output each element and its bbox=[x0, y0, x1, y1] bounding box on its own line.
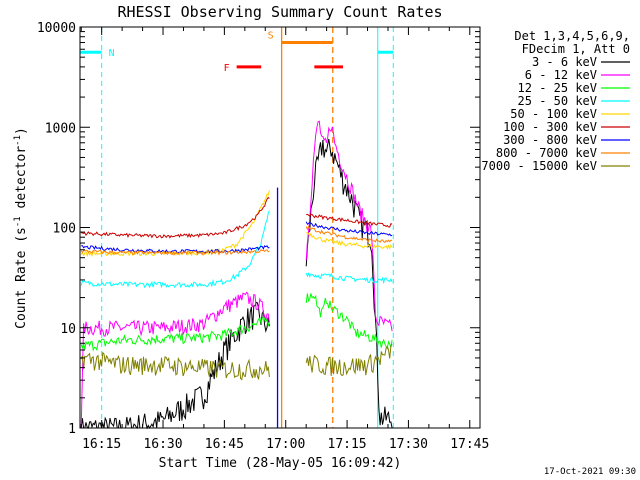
series-line-post bbox=[305, 221, 393, 237]
legend-label: 3 - 6 keV bbox=[532, 55, 597, 69]
y-axis-label-mid: detector bbox=[14, 146, 29, 217]
legend-label: 100 - 300 keV bbox=[503, 120, 597, 134]
y-axis-label-sup-2: -1 bbox=[13, 135, 23, 146]
x-tick-label: 17:15 bbox=[328, 437, 367, 452]
x-tick-label: 17:00 bbox=[266, 437, 305, 452]
series-line-post bbox=[305, 344, 393, 377]
series-line-post bbox=[305, 225, 393, 244]
series-line-pre bbox=[80, 190, 270, 258]
x-tick-label: 16:45 bbox=[205, 437, 244, 452]
series-line-pre bbox=[80, 249, 270, 256]
y-axis: 1 10 100 1000 10000 bbox=[37, 21, 480, 437]
night-label: N bbox=[109, 48, 115, 59]
y-tick-label: 10000 bbox=[37, 21, 76, 36]
footer-timestamp: 17-Oct-2021 09:30 bbox=[544, 467, 636, 477]
legend-label: 50 - 100 keV bbox=[510, 107, 597, 121]
x-tick-label: 17:30 bbox=[389, 437, 428, 452]
legend-header-line-2: FDecim 1, Att 0 bbox=[522, 42, 630, 56]
series-lines bbox=[80, 120, 393, 430]
legend-label: 7000 - 15000 keV bbox=[481, 159, 597, 173]
y-tick-label: 100 bbox=[53, 222, 76, 237]
plot-area: N S F bbox=[79, 26, 481, 430]
y-axis-label-main: Count Rate (s bbox=[14, 227, 29, 329]
series-line-pre bbox=[81, 245, 270, 254]
chart-title: RHESSI Observing Summary Count Rates bbox=[117, 3, 442, 21]
series-line-pre bbox=[80, 291, 270, 429]
series-line-post bbox=[305, 293, 393, 350]
legend-label: 300 - 800 keV bbox=[503, 133, 597, 147]
legend-label: 6 - 12 keV bbox=[525, 68, 597, 82]
x-tick-label: 17:45 bbox=[450, 437, 489, 452]
x-tick-label: 16:30 bbox=[143, 437, 182, 452]
y-axis-label-end: ) bbox=[14, 127, 29, 135]
series-line-pre bbox=[80, 351, 270, 381]
series-line-pre bbox=[80, 315, 270, 352]
series-line-post bbox=[306, 213, 393, 228]
legend: Det 1,3,4,5,6,9, FDecim 1, Att 0 3 - 6 k… bbox=[481, 29, 630, 173]
series-line-post bbox=[305, 120, 393, 332]
y-axis-label: Count Rate (s-1 detector-1) bbox=[13, 127, 29, 329]
x-axis: 16:15 16:30 16:45 17:00 17:15 17:30 17:45 bbox=[80, 27, 489, 452]
plot-frame bbox=[79, 26, 481, 429]
series-line-post bbox=[306, 232, 393, 250]
series-line-pre bbox=[81, 196, 270, 239]
legend-label: 25 - 50 keV bbox=[518, 94, 597, 108]
saa-label: S bbox=[268, 31, 274, 42]
y-axis-label-sup: -1 bbox=[13, 216, 23, 227]
y-tick-label: 10 bbox=[60, 322, 76, 337]
y-tick-label: 1 bbox=[68, 422, 76, 437]
x-tick-label: 16:15 bbox=[82, 437, 121, 452]
x-axis-label: Start Time (28-May-05 16:09:42) bbox=[159, 456, 402, 471]
flare-label: F bbox=[224, 63, 230, 74]
series-line-post bbox=[305, 272, 393, 285]
series-line-post bbox=[305, 138, 393, 429]
legend-header-line-1: Det 1,3,4,5,6,9, bbox=[514, 29, 630, 43]
legend-label: 12 - 25 keV bbox=[518, 81, 597, 95]
legend-label: 800 - 7000 keV bbox=[496, 146, 597, 160]
y-tick-label: 1000 bbox=[45, 121, 76, 136]
series-line-pre bbox=[80, 210, 270, 289]
